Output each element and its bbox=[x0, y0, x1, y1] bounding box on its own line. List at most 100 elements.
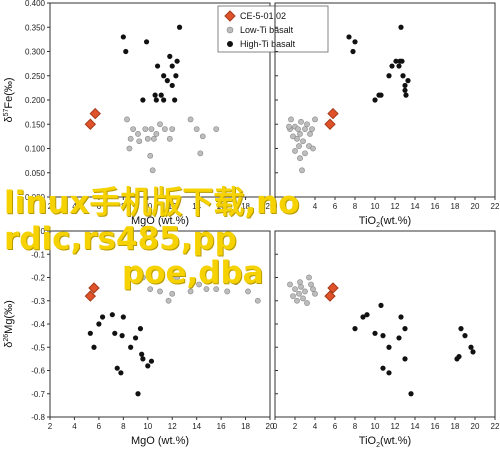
point-low-ti bbox=[224, 288, 231, 295]
point-high-ti bbox=[352, 39, 358, 45]
point-low-ti bbox=[157, 288, 163, 295]
point-low-ti bbox=[290, 133, 296, 140]
point-high-ti bbox=[120, 314, 126, 320]
y-tick-label: 0.000 bbox=[25, 193, 46, 202]
point-high-ti bbox=[398, 314, 404, 320]
x-tick-label: 20 bbox=[266, 422, 275, 431]
point-high-ti bbox=[161, 97, 167, 103]
point-high-ti bbox=[403, 92, 409, 98]
point-high-ti bbox=[114, 365, 120, 371]
y-tick-label: 0.350 bbox=[25, 23, 46, 32]
point-low-ti bbox=[157, 121, 163, 128]
point-high-ti bbox=[408, 391, 414, 397]
y-tick-label: 0.400 bbox=[25, 0, 46, 8]
x-tick-label: 16 bbox=[217, 422, 226, 431]
panel-d: 0 2 4 6 8 10 12 14 16 18 20 22 TiO2(wt.%) bbox=[273, 230, 500, 449]
x-tick-label: 10 bbox=[143, 422, 152, 431]
point-high-ti bbox=[454, 356, 460, 362]
point-high-ti bbox=[402, 356, 408, 362]
x-tick-label: 14 bbox=[192, 202, 201, 211]
x-tick-label: 12 bbox=[168, 422, 177, 431]
point-high-ti bbox=[402, 326, 408, 332]
y-tick-label: 0.200 bbox=[25, 96, 46, 105]
x-tick-label: 2 bbox=[48, 202, 53, 211]
point-high-ti bbox=[87, 330, 93, 336]
point-high-ti bbox=[350, 48, 356, 55]
point-ce5 bbox=[89, 107, 101, 120]
watermark-line-3: poe,dba bbox=[122, 255, 264, 291]
point-low-ti bbox=[149, 167, 156, 174]
x-tick-label: 6 bbox=[333, 202, 338, 211]
x-tick-label: 12 bbox=[391, 422, 400, 431]
point-low-ti bbox=[136, 138, 143, 145]
legend-entry: Low-Ti basalt bbox=[240, 25, 294, 35]
point-low-ti bbox=[297, 279, 303, 286]
x-tick-label: 16 bbox=[217, 202, 226, 211]
x-axis-label: TiO2(wt.%) bbox=[359, 215, 411, 229]
point-low-ti bbox=[296, 290, 302, 297]
y-tick-label: 0 bbox=[41, 227, 46, 236]
point-high-ti bbox=[135, 391, 141, 397]
point-high-ti bbox=[378, 302, 384, 308]
point-high-ti bbox=[119, 333, 125, 339]
legend-entry: High-Ti basalt bbox=[240, 39, 296, 49]
point-high-ti bbox=[346, 34, 352, 40]
point-low-ti bbox=[302, 150, 308, 157]
point-high-ti bbox=[91, 344, 97, 350]
point-ce5 bbox=[84, 290, 97, 302]
point-high-ti bbox=[148, 358, 155, 364]
point-low-ti bbox=[135, 131, 141, 137]
x-tick-label: 10 bbox=[371, 422, 380, 431]
point-high-ti bbox=[120, 34, 126, 40]
point-low-ti bbox=[169, 290, 176, 297]
point-low-ti bbox=[312, 116, 318, 123]
legend-box bbox=[217, 5, 329, 53]
x-tick-label: 0 bbox=[273, 202, 278, 211]
plot-frame bbox=[274, 230, 496, 418]
point-low-ti bbox=[150, 135, 157, 142]
point-low-ti bbox=[292, 286, 298, 293]
y-tick-label: 0.300 bbox=[25, 48, 46, 57]
x-tick-label: 6 bbox=[97, 202, 102, 211]
point-low-ti bbox=[299, 167, 305, 174]
x-tick-label: 4 bbox=[72, 202, 77, 211]
point-high-ti bbox=[174, 58, 180, 64]
point-ce5 bbox=[327, 282, 339, 294]
x-tick-label: 14 bbox=[192, 422, 201, 431]
point-high-ti bbox=[402, 87, 408, 93]
point-low-ti bbox=[298, 118, 304, 125]
y-tick-label: -0.1 bbox=[31, 250, 45, 259]
point-low-ti bbox=[254, 297, 261, 304]
point-low-ti bbox=[153, 131, 160, 137]
x-tick-label: 12 bbox=[168, 202, 177, 211]
point-high-ti bbox=[143, 39, 150, 45]
point-high-ti bbox=[386, 370, 392, 376]
y-axis-label: δ57Fe(‰) bbox=[3, 77, 15, 122]
point-low-ti bbox=[306, 274, 312, 281]
y-tick-label: -0.8 bbox=[31, 413, 45, 422]
point-high-ti bbox=[172, 97, 178, 103]
point-high-ti bbox=[140, 356, 146, 362]
point-low-ti bbox=[304, 121, 310, 128]
point-low-ti bbox=[312, 290, 318, 297]
x-tick-label: 18 bbox=[241, 202, 250, 211]
point-high-ti bbox=[137, 326, 144, 332]
point-low-ti bbox=[300, 138, 306, 145]
x-tick-label: 16 bbox=[431, 202, 440, 211]
watermark-line-1: linux手机版下载,no bbox=[4, 185, 300, 221]
point-low-ti bbox=[127, 135, 134, 142]
x-tick-label: 18 bbox=[451, 202, 460, 211]
point-high-ti bbox=[458, 326, 464, 332]
x-tick-label: 18 bbox=[451, 422, 460, 431]
point-low-ti bbox=[169, 126, 176, 133]
point-low-ti bbox=[292, 148, 298, 154]
point-high-ti bbox=[139, 351, 145, 357]
x-tick-label: 12 bbox=[391, 202, 400, 211]
point-high-ti bbox=[405, 78, 411, 84]
point-high-ti bbox=[396, 335, 402, 341]
point-low-ti bbox=[165, 297, 172, 304]
y-tick-label: -0.4 bbox=[31, 320, 45, 329]
point-low-ti bbox=[302, 288, 308, 295]
point-high-ti bbox=[402, 82, 408, 89]
